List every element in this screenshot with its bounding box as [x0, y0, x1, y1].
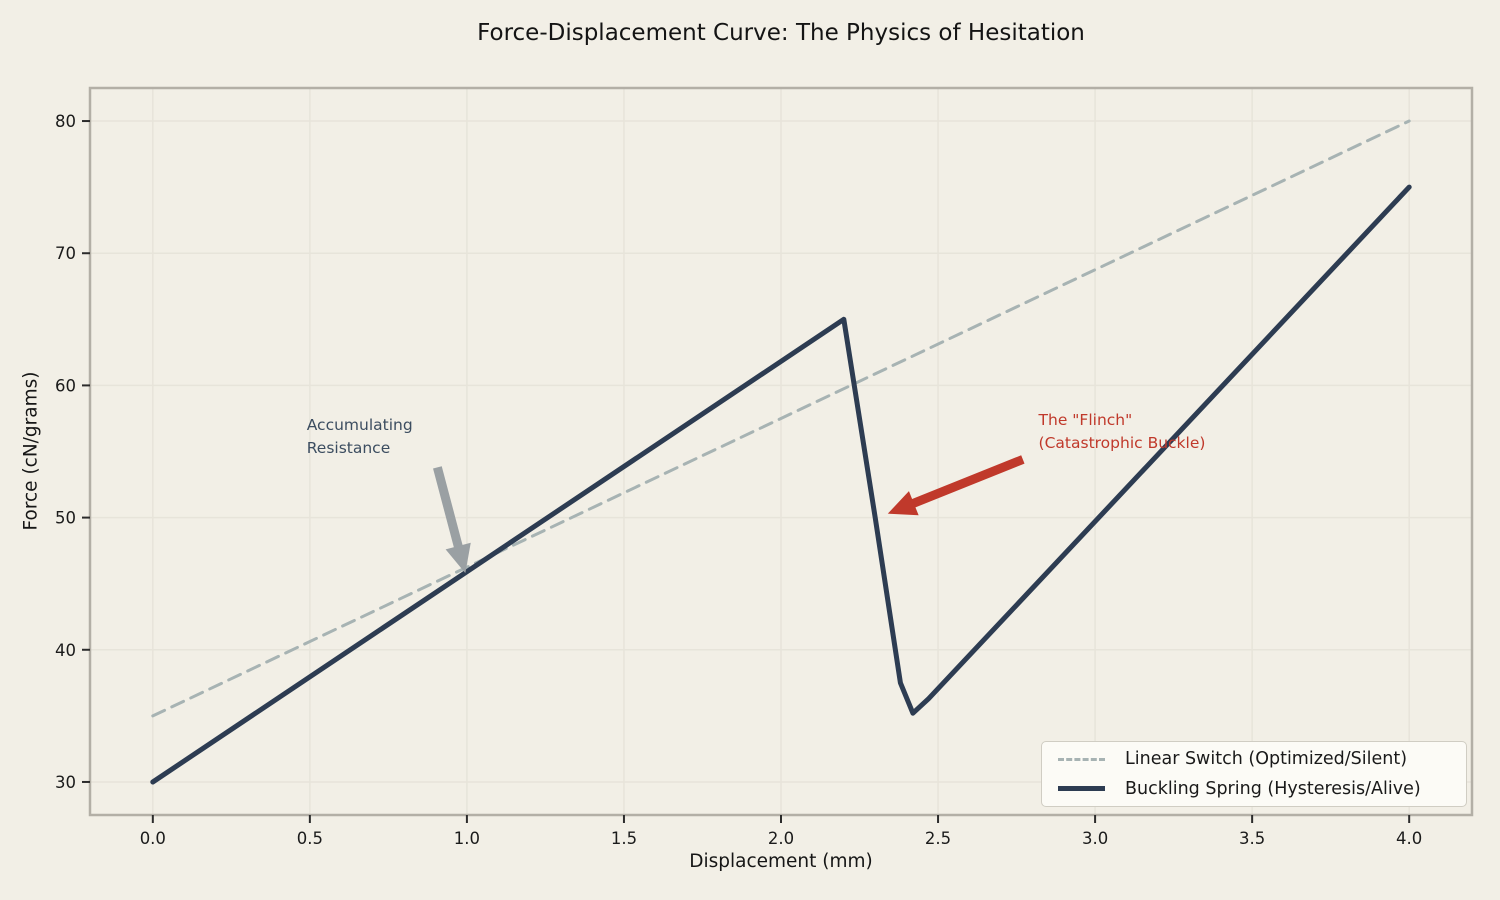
x-tick-label: 1.5: [611, 829, 637, 848]
annotation-text-line: Resistance: [306, 438, 391, 457]
x-tick-label: 3.0: [1082, 829, 1108, 848]
y-tick-label: 40: [55, 641, 76, 660]
legend-swatch-dashed-line: [1058, 757, 1105, 761]
x-tick-label: 3.5: [1239, 829, 1265, 848]
annotation-text-line: Accumulating: [306, 416, 413, 435]
y-tick-label: 60: [55, 376, 76, 395]
annotation-accumulating-resistance: Accumulating Resistance: [307, 414, 413, 459]
y-tick-label: 70: [55, 244, 76, 263]
annotation-text-line: The "Flinch": [1038, 411, 1133, 430]
y-tick-label: 30: [55, 773, 76, 792]
legend-item-buckling-spring: Buckling Spring (Hysteresis/Alive): [1042, 776, 1466, 803]
x-tick-label: 2.5: [925, 829, 951, 848]
annotation-arrow-head: [887, 491, 919, 516]
x-tick-label: 1.0: [454, 829, 480, 848]
legend: Linear Switch (Optimized/Silent) Bucklin…: [1041, 741, 1467, 807]
annotation-arrow-shaft: [433, 466, 464, 550]
series-line-linear-switch: [151, 119, 1411, 718]
x-tick-label: 4.0: [1396, 829, 1422, 848]
chart-title: Force-Displacement Curve: The Physics of…: [477, 20, 1085, 46]
series-line-buckling-spring: [150, 184, 1412, 785]
legend-label-buckling-spring: Buckling Spring (Hysteresis/Alive): [1125, 778, 1421, 799]
annotation-arrow-shaft: [910, 455, 1025, 509]
y-tick-label: 50: [55, 509, 76, 528]
legend-label-linear-switch: Linear Switch (Optimized/Silent): [1125, 749, 1408, 770]
x-tick-label: 2.0: [768, 829, 794, 848]
x-axis-label: Displacement (mm): [689, 851, 873, 872]
annotation-flinch: The "Flinch" (Catastrophic Buckle): [1039, 409, 1206, 454]
legend-swatch-solid-line: [1058, 786, 1105, 792]
legend-item-linear-switch: Linear Switch (Optimized/Silent): [1042, 746, 1466, 773]
annotation-arrow-head: [445, 542, 471, 574]
x-tick-label: 0.5: [297, 829, 323, 848]
x-tick-label: 0.0: [140, 829, 166, 848]
y-tick-label: 80: [55, 112, 76, 131]
annotation-text-line: (Catastrophic Buckle): [1038, 433, 1206, 452]
y-axis-label: Force (cN/grams): [20, 371, 42, 531]
